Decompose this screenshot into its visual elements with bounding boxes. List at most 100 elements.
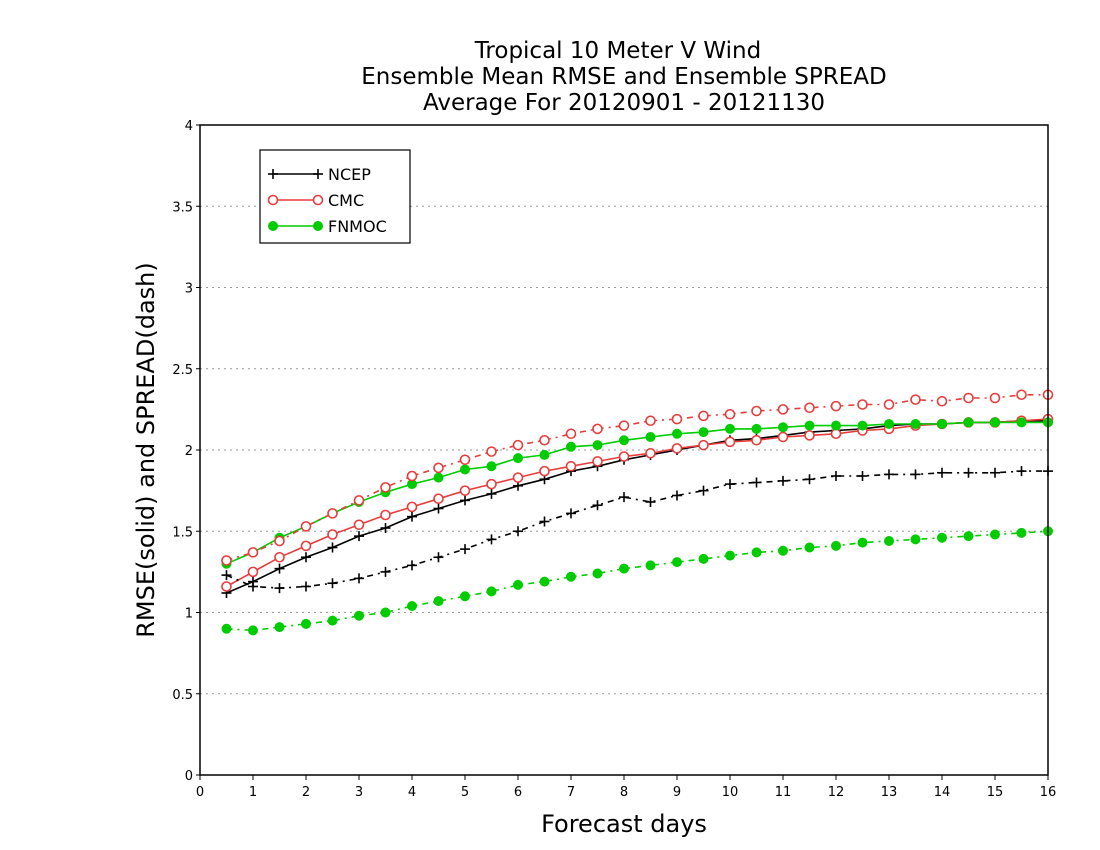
data-point: [804, 430, 815, 441]
data-point: [301, 581, 311, 592]
data-point: [247, 566, 259, 578]
data-point: [645, 497, 656, 507]
series-line: [226, 418, 1049, 588]
data-point: [1016, 527, 1027, 538]
data-point: [380, 482, 391, 493]
data-point: [353, 495, 365, 506]
chart-title-line-1: Tropical 10 Meter V Wind: [474, 38, 761, 64]
data-point: [512, 472, 524, 483]
data-point: [274, 563, 285, 574]
data-point: [751, 423, 762, 434]
data-point: [857, 399, 868, 410]
data-point: [592, 440, 603, 451]
legend-label: NCEP: [328, 165, 371, 184]
data-point: [645, 415, 656, 427]
legend-marker: [313, 169, 323, 179]
data-point: [672, 557, 682, 568]
series-cmc-rmse: [221, 413, 1054, 592]
data-point: [804, 402, 815, 414]
data-point: [301, 552, 311, 563]
data-point: [327, 578, 338, 589]
data-point: [354, 531, 364, 542]
series-line: [226, 421, 1048, 565]
data-point: [221, 623, 232, 634]
data-point: [698, 427, 709, 438]
data-point: [406, 470, 418, 482]
data-point: [566, 441, 576, 452]
data-point: [778, 422, 788, 433]
y-tick-label: 0: [185, 769, 193, 784]
data-point: [565, 428, 577, 440]
data-point: [513, 579, 523, 590]
data-point: [592, 500, 603, 511]
data-point: [300, 540, 312, 552]
data-point: [857, 420, 868, 431]
data-point: [539, 449, 550, 460]
data-point: [698, 439, 709, 451]
legend-marker: [313, 221, 323, 231]
data-point: [407, 601, 417, 611]
data-point: [645, 432, 656, 442]
data-point: [486, 461, 497, 472]
data-point: [327, 542, 338, 553]
data-point: [327, 615, 338, 626]
data-point: [777, 431, 789, 443]
legend-marker: [267, 194, 279, 206]
data-point: [512, 439, 524, 451]
data-point: [248, 581, 258, 592]
data-point: [936, 395, 948, 407]
data-point: [990, 529, 1000, 540]
data-point: [513, 526, 523, 537]
data-point: [963, 531, 974, 542]
data-point: [778, 545, 788, 556]
legend-marker: [312, 194, 324, 206]
x-tick-label: 1: [249, 785, 257, 800]
data-point: [724, 408, 736, 420]
data-point: [830, 400, 842, 412]
data-point: [433, 462, 444, 474]
data-point: [672, 428, 682, 439]
data-point: [672, 490, 682, 501]
data-point: [618, 451, 630, 462]
data-point: [353, 519, 365, 531]
data-point: [645, 560, 656, 571]
data-point: [804, 542, 815, 553]
data-point: [804, 474, 815, 485]
data-point: [539, 576, 550, 587]
data-point: [327, 508, 338, 519]
data-point: [433, 472, 444, 483]
data-point: [724, 436, 736, 448]
data-point: [725, 550, 735, 561]
data-point: [566, 508, 576, 519]
chart-title-line-3: Average For 20120901 - 20121130: [423, 90, 825, 116]
series-fnmoc-spread: [221, 526, 1053, 636]
y-tick-label: 2.5: [172, 363, 193, 378]
legend-label: CMC: [328, 191, 364, 210]
y-tick-label: 1.5: [172, 525, 193, 540]
series-line: [226, 470, 1048, 589]
data-point: [910, 394, 921, 405]
series-fnmoc-rmse: [221, 417, 1053, 569]
y-axis-label: RMSE(solid) and SPREAD(dash): [132, 262, 160, 638]
x-tick-label: 6: [514, 785, 522, 800]
series-ncep-spread: [221, 466, 1053, 594]
series-line: [226, 393, 1048, 562]
data-point: [459, 454, 471, 466]
data-point: [592, 568, 603, 579]
data-point: [433, 596, 444, 607]
data-point: [671, 413, 683, 425]
data-point: [698, 485, 709, 496]
legend-box: [259, 149, 411, 244]
data-point: [380, 523, 391, 533]
data-point: [274, 583, 285, 594]
data-point: [406, 501, 418, 513]
x-tick-label: 4: [408, 785, 416, 800]
data-point: [407, 511, 417, 522]
data-point: [247, 547, 259, 558]
data-point: [884, 419, 894, 429]
data-point: [831, 420, 841, 431]
data-point: [221, 570, 232, 581]
y-tick-label: 3.5: [172, 200, 193, 215]
data-point: [778, 475, 788, 486]
